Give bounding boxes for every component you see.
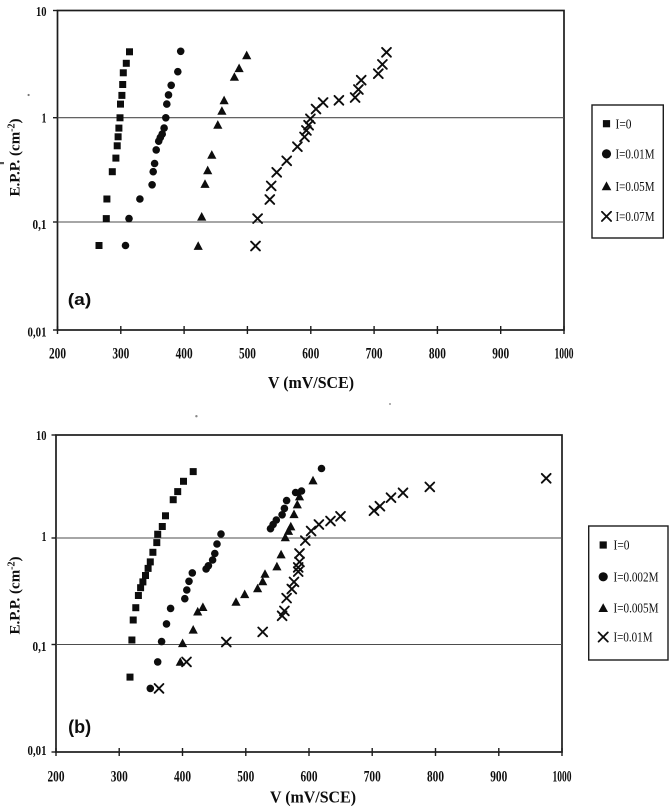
svg-text:0,1: 0,1 (33, 218, 47, 233)
svg-text:200: 200 (48, 769, 65, 786)
svg-text:I=0.01M: I=0.01M (614, 631, 653, 646)
svg-text:800: 800 (429, 346, 446, 363)
svg-text:V (mV/SCE): V (mV/SCE) (268, 373, 354, 392)
svg-text:(a): (a) (68, 291, 92, 309)
svg-text:400: 400 (176, 346, 193, 363)
svg-text:0,01: 0,01 (28, 326, 47, 341)
svg-text:600: 600 (302, 346, 319, 363)
svg-text:I=0.002M: I=0.002M (614, 570, 659, 585)
svg-text:600: 600 (301, 769, 318, 786)
svg-text:900: 900 (492, 346, 509, 363)
svg-text:I=0.07M: I=0.07M (616, 210, 655, 225)
svg-text:500: 500 (239, 346, 256, 363)
svg-text:0,01: 0,01 (28, 744, 47, 759)
svg-text:300: 300 (111, 769, 128, 786)
svg-text:E.P.P. (cm-2): E.P.P. (cm-2) (7, 118, 24, 196)
svg-text:E.P.P. (cm-2): E.P.P. (cm-2) (7, 556, 24, 634)
svg-text:1: 1 (42, 111, 47, 126)
svg-text:700: 700 (366, 346, 383, 363)
svg-text:1000: 1000 (555, 346, 574, 363)
svg-text:700: 700 (364, 769, 381, 786)
svg-text:1: 1 (42, 530, 47, 545)
svg-text:I=0.05M: I=0.05M (616, 180, 655, 195)
svg-text:0,1: 0,1 (33, 640, 47, 655)
svg-text:1000: 1000 (553, 769, 572, 786)
svg-text:500: 500 (237, 769, 254, 786)
svg-text:300: 300 (112, 346, 129, 363)
svg-text:10: 10 (36, 429, 47, 444)
svg-text:I=0.005M: I=0.005M (614, 602, 659, 617)
svg-text:V (mV/SCE): V (mV/SCE) (270, 788, 356, 807)
svg-text:900: 900 (490, 769, 507, 786)
svg-text:I=0.01M: I=0.01M (616, 148, 655, 163)
svg-text:(b): (b) (68, 717, 91, 737)
svg-text:200: 200 (49, 346, 66, 363)
svg-text:400: 400 (174, 769, 191, 786)
svg-text:800: 800 (427, 769, 444, 786)
svg-text:I=0: I=0 (616, 117, 632, 132)
svg-text:10: 10 (36, 5, 47, 20)
svg-text:I=0: I=0 (614, 539, 630, 554)
